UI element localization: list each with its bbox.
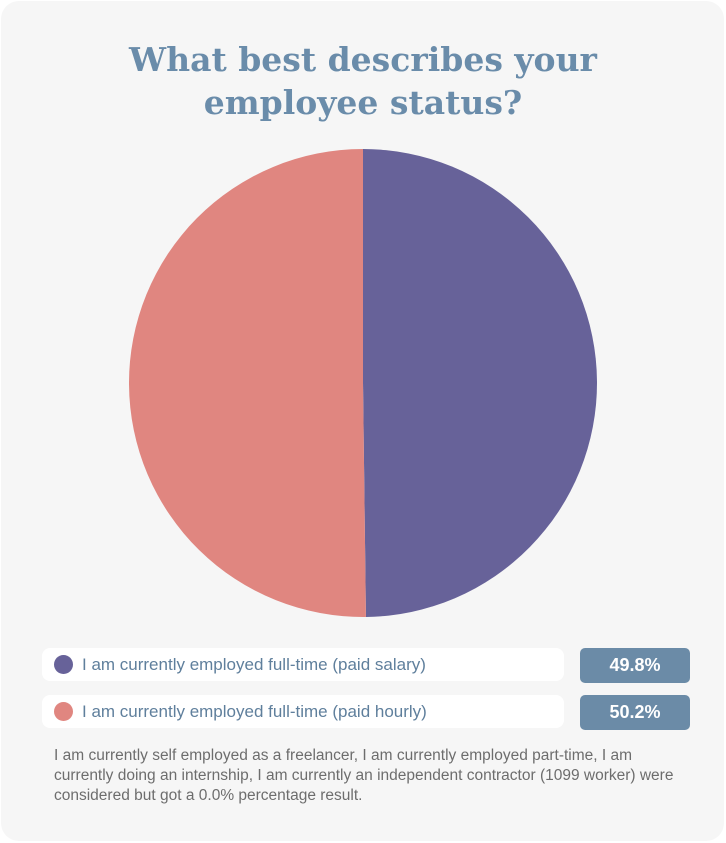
value-badge-hourly: 50.2% [580, 695, 690, 730]
legend-label-salary: I am currently employed full-time (paid … [82, 655, 426, 674]
chart-title: What best describes your employee status… [0, 38, 726, 124]
pie-slice-salary [363, 149, 598, 617]
legend-dot-hourly [54, 702, 73, 721]
value-badge-salary: 49.8% [580, 648, 690, 683]
legend-label-hourly: I am currently employed full-time (paid … [82, 702, 427, 721]
footnote: I am currently self employed as a freela… [54, 747, 674, 804]
chart-title-line-2: employee status? [203, 83, 523, 122]
pie-chart [129, 149, 598, 617]
pie-slice-hourly [129, 149, 366, 617]
legend-dot-salary [54, 655, 73, 674]
legend-row-hourly: I am currently employed full-time (paid … [42, 695, 564, 728]
chart-title-line-1: What best describes your [129, 40, 597, 79]
legend-row-salary: I am currently employed full-time (paid … [42, 648, 564, 681]
